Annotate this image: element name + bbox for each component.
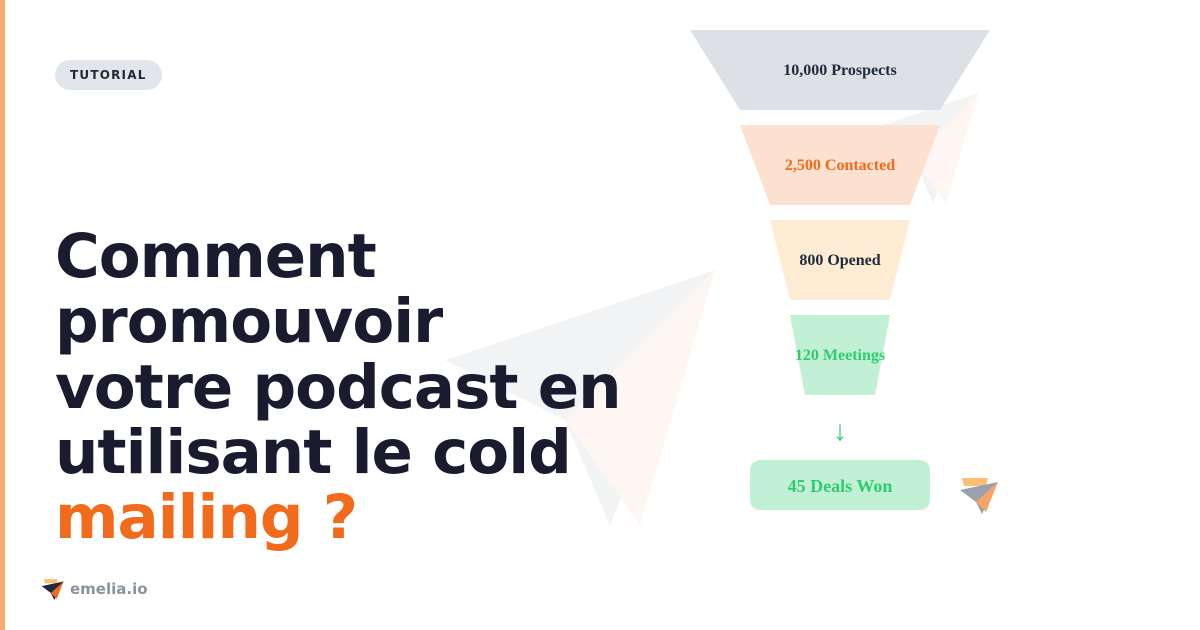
funnel-stage (790, 315, 890, 395)
funnel-stage (690, 30, 990, 110)
funnel-stage-label: 120 Meetings (795, 347, 885, 364)
brand-name: emelia.io (70, 580, 148, 598)
brand-logo: emelia.io (40, 578, 148, 600)
result-label: 45 Deals Won (788, 476, 893, 496)
title-line: utilisant le cold (55, 416, 572, 488)
title-line: Comment promouvoir (55, 221, 443, 358)
title-line: votre podcast en (55, 351, 622, 423)
funnel-stage (770, 220, 910, 300)
tutorial-badge: TUTORIAL (55, 60, 162, 90)
funnel-stage-label: 800 Opened (799, 252, 880, 269)
down-arrow-icon: ↓ (833, 415, 847, 446)
emelia-logo-icon (41, 579, 64, 600)
title-accent: mailing ? (55, 482, 358, 554)
result-box (750, 460, 930, 510)
funnel-stage (740, 125, 940, 205)
paper-plane-watermark-icon (445, 270, 715, 525)
funnel-stage-label: 2,500 Contacted (785, 157, 895, 174)
emelia-plane-icon (960, 478, 998, 514)
accent-edge (0, 0, 5, 630)
page-title: Comment promouvoir votre podcast en util… (55, 224, 695, 550)
funnel-stage-label: 10,000 Prospects (783, 62, 896, 79)
